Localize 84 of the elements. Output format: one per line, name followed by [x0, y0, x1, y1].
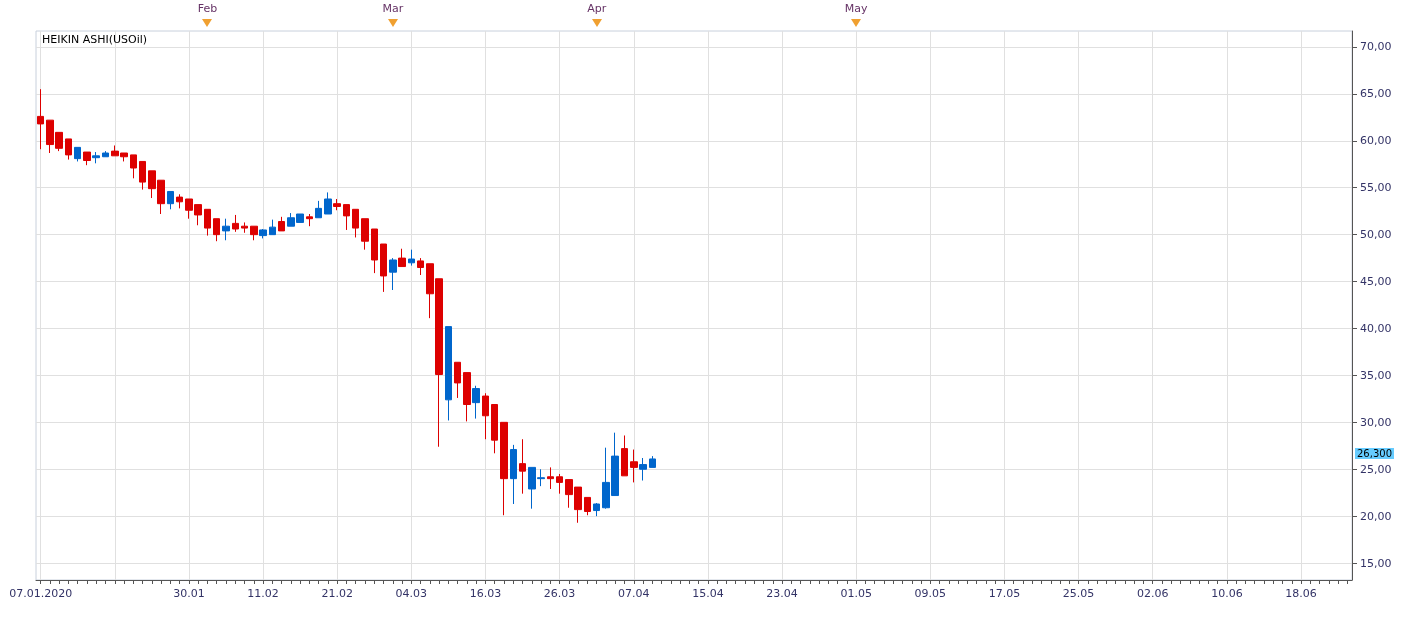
candlestick: [306, 213, 313, 227]
candlestick: [463, 372, 471, 422]
x-tick-label: 04.03: [395, 587, 428, 600]
y-tick-label: 20,00: [1360, 509, 1392, 523]
text: 26,300: [1355, 447, 1394, 459]
candlestick: [139, 160, 146, 191]
candlestick: [269, 219, 276, 236]
y-tick-label: 30,00: [1360, 415, 1392, 429]
x-tick-label: 23.04: [766, 587, 798, 600]
candlestick: [241, 221, 248, 234]
candlestick: [333, 198, 341, 211]
x-tick-label: 07.01.2020: [9, 587, 73, 600]
x-tick-label: 18.06: [1285, 587, 1317, 600]
x-tick-label: 09.05: [914, 587, 947, 600]
candlestick: [500, 421, 508, 516]
y-tick-label: 25,00: [1360, 462, 1392, 476]
x-tick-label: 15.04: [692, 587, 724, 600]
candlestick: [639, 457, 647, 482]
candlestick: [454, 361, 461, 399]
x-tick-label: 07.04: [618, 587, 650, 600]
y-tick-label: 15,00: [1360, 556, 1392, 570]
x-tick-label: 01.05: [840, 587, 872, 600]
candlestick: [389, 257, 397, 291]
x-tick-label: 25.05: [1062, 587, 1095, 600]
x-tick-label: 11.02: [247, 587, 279, 600]
candlestick: [630, 449, 638, 483]
candlestick: [380, 243, 387, 293]
x-tick-label: 26.03: [543, 587, 576, 600]
x-tick-label: 30.01: [173, 587, 205, 600]
candlestick: [547, 466, 554, 490]
x-tick-label: 21.02: [321, 587, 353, 600]
candlestick: [102, 150, 109, 158]
text: Mar: [382, 2, 404, 15]
candlestick: [649, 455, 656, 468]
candlestick: [232, 214, 239, 233]
candlestick: [259, 228, 267, 239]
candlestick: [510, 444, 517, 505]
candlestick: [621, 434, 628, 477]
y-tick-label: 55,00: [1360, 181, 1392, 195]
candlestick: [519, 438, 526, 495]
candlestick: [37, 88, 44, 150]
candlestick: [204, 208, 211, 237]
y-tick-label: 40,00: [1360, 321, 1392, 335]
candlestick: [250, 225, 258, 241]
candlestick: [167, 190, 174, 210]
candlestick: [83, 151, 91, 166]
candlestick: [491, 404, 498, 454]
y-tick-label: 60,00: [1360, 134, 1392, 148]
candlestick: [398, 248, 406, 268]
candlestick: [417, 257, 424, 276]
candlestick: [584, 496, 591, 516]
candlestick: [315, 200, 322, 219]
x-tick-label: 10.06: [1211, 587, 1243, 600]
x-tick-label: 02.06: [1137, 587, 1169, 600]
candlestick: [130, 154, 137, 179]
candlestick: [213, 218, 220, 242]
x-tick-label: 17.05: [988, 587, 1021, 600]
x-tick-label: 16.03: [469, 587, 502, 600]
candlestick: [176, 193, 183, 209]
candlestick: [92, 151, 100, 164]
text: May: [844, 2, 868, 15]
candlestick: [65, 138, 72, 161]
candlestick: [222, 218, 230, 241]
candlestick: [371, 228, 378, 274]
candlestick: [556, 473, 563, 495]
chart-title: HEIKIN ASHI(USOil): [42, 33, 148, 46]
candlestick: [445, 326, 452, 421]
candlestick: [472, 385, 480, 420]
text: Feb: [197, 2, 218, 15]
candlestick: [278, 216, 285, 232]
y-tick-label: 65,00: [1360, 87, 1392, 101]
candlestick: [74, 146, 81, 162]
candlestick: [352, 208, 359, 238]
candlestick: [482, 392, 489, 440]
candlestick: [408, 249, 415, 267]
y-tick-label: 70,00: [1360, 40, 1392, 54]
text: Apr: [587, 2, 607, 15]
y-tick-label: 50,00: [1360, 228, 1392, 242]
candlestick: [324, 191, 332, 215]
candlestick: [593, 502, 600, 517]
y-tick-label: 45,00: [1360, 275, 1392, 289]
candlestick: [361, 218, 369, 251]
candlestick: [343, 204, 350, 231]
y-tick-label: 35,00: [1360, 368, 1392, 382]
